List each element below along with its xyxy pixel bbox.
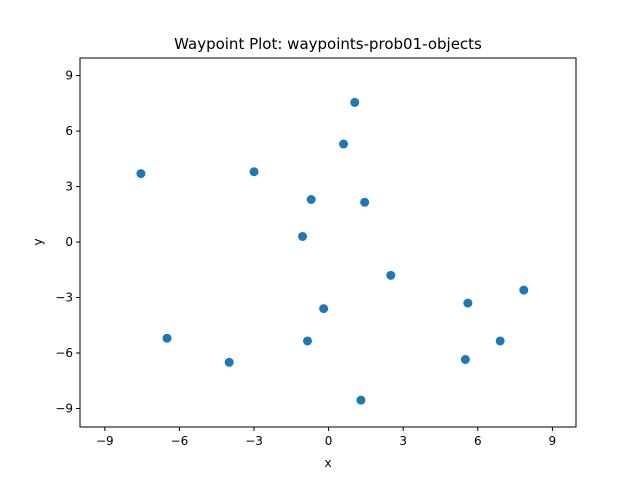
data-point-3 bbox=[249, 167, 259, 177]
x-tick-label: −3 bbox=[245, 434, 263, 448]
y-tick-label: −9 bbox=[55, 402, 73, 416]
y-tick-label: 6 bbox=[65, 124, 73, 138]
data-point-11 bbox=[162, 333, 172, 343]
data-point-9 bbox=[463, 298, 473, 308]
x-tick-label: 3 bbox=[399, 434, 407, 448]
data-point-14 bbox=[224, 357, 234, 367]
y-tick-label: 0 bbox=[65, 235, 73, 249]
y-axis-label: y bbox=[31, 238, 45, 245]
data-point-4 bbox=[306, 194, 316, 204]
data-points bbox=[136, 97, 529, 405]
y-tick-label: −3 bbox=[55, 291, 73, 305]
y-tick-label: −6 bbox=[55, 346, 73, 360]
chart-title: Waypoint Plot: waypoints-prob01-objects bbox=[174, 35, 482, 53]
x-tick-label: −9 bbox=[96, 434, 114, 448]
y-tick-label: 3 bbox=[65, 180, 73, 194]
x-axis-label: x bbox=[324, 456, 331, 470]
x-tick-label: 6 bbox=[474, 434, 482, 448]
data-point-6 bbox=[298, 231, 308, 241]
x-axis: −9 −6 −3 0 3 6 9 bbox=[96, 427, 556, 448]
data-point-8 bbox=[519, 285, 529, 295]
x-tick-label: −6 bbox=[171, 434, 189, 448]
y-axis: −9 −6 −3 0 3 6 9 bbox=[55, 69, 80, 416]
data-point-12 bbox=[302, 336, 312, 346]
data-point-2 bbox=[136, 169, 146, 179]
data-point-16 bbox=[356, 395, 366, 405]
data-point-5 bbox=[360, 197, 370, 207]
x-tick-label: 9 bbox=[549, 434, 557, 448]
data-point-7 bbox=[386, 270, 396, 280]
data-point-0 bbox=[350, 97, 360, 107]
data-point-10 bbox=[319, 304, 329, 314]
data-point-1 bbox=[339, 139, 349, 149]
data-point-15 bbox=[460, 354, 470, 364]
y-tick-label: 9 bbox=[65, 69, 73, 83]
x-tick-label: 0 bbox=[325, 434, 333, 448]
plot-frame bbox=[79, 57, 577, 428]
data-point-13 bbox=[495, 336, 505, 346]
